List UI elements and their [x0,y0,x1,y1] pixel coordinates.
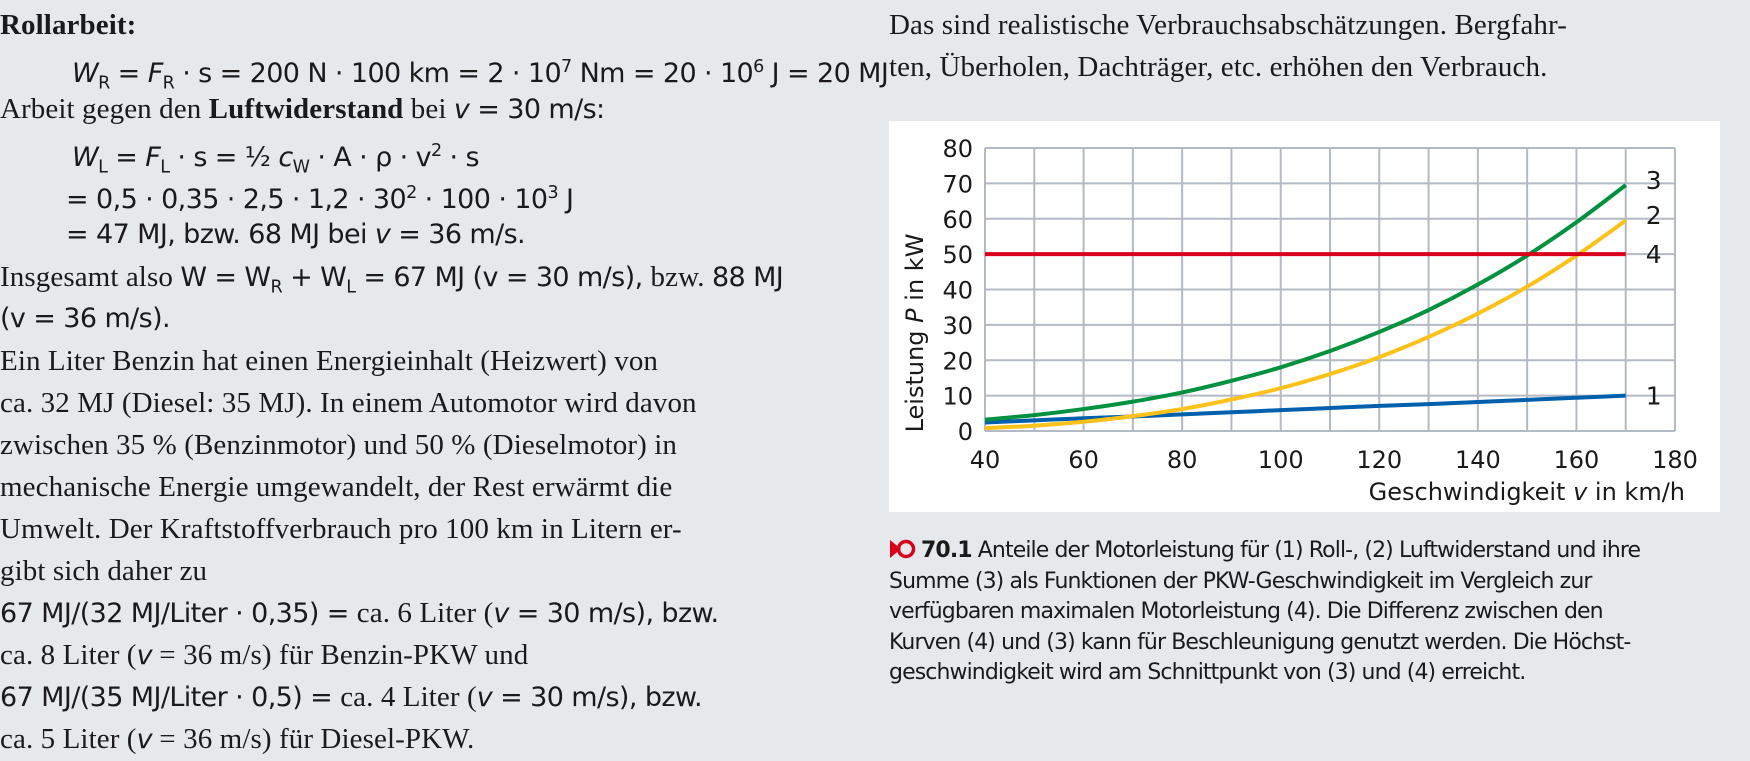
series-labels: 1 2 3 4 [1646,166,1662,411]
x-axis-ticks: 40 60 80 100 120 140 160 180 [970,446,1698,474]
x-tick-label: 180 [1652,446,1698,474]
section-heading-rollarbeit: Rollarbeit: [0,9,137,41]
series-line-1 [984,393,1626,425]
caption-line: verfügbaren maximalen Motorleistung (4).… [889,599,1604,624]
paragraph-line: ten, Überholen, Dachträger, etc. erhöhen… [889,51,1548,83]
series-label-1: 1 [1646,382,1662,411]
caption-text: Anteile der Motorleistung für (1) Roll-,… [977,538,1641,563]
paragraph-line: gibt sich daher zu [0,555,208,587]
caption-line: Kurven (4) und (3) kann für Beschleunigu… [889,629,1631,655]
chart-series [984,183,1627,431]
y-axis-ticks: 0 10 20 30 40 50 60 70 80 [942,135,973,446]
paragraph-line: zwischen 35 % (Benzinmotor) und 50 % (Di… [0,429,677,461]
paragraph-line: mechanische Energie umgewandelt, der Res… [0,471,673,503]
x-tick-label: 140 [1455,446,1501,474]
result-line-benzin-30: 67 MJ/(32 MJ/Liter · 0,35) = ca. 6 Liter… [0,597,719,629]
paragraph-line: Umwelt. Der Kraftstoffverbrauch pro 100 … [0,513,682,545]
y-tick-label: 80 [942,135,973,163]
y-tick-label: 40 [942,277,973,305]
power-chart-panel: 0 10 20 30 40 50 60 70 80 40 60 80 100 120 140 160 180 … [889,121,1720,512]
caption-line: Summe (3) als Funktionen der PKW-Geschwi… [889,568,1592,594]
air-resistance-intro: Arbeit gegen den Luftwiderstand bei v = … [0,93,605,125]
x-tick-label: 160 [1554,446,1600,474]
reference-arrow-icon[interactable] [889,538,917,560]
figure-caption: 70.1 Anteile der Motorleistung für (1) R… [889,536,1749,689]
y-tick-label: 30 [942,312,973,340]
caption-line: 70.1 Anteile der Motorleistung für (1) R… [889,536,1749,567]
x-tick-label: 60 [1068,446,1099,474]
y-tick-label: 60 [942,206,973,234]
y-axis-label: Leistung P in kW [901,234,929,433]
caption-line: geschwindigkeit wird am Schnittpunkt von… [889,660,1526,685]
paragraph-line: Das sind realistische Verbrauchsabschätz… [889,9,1567,41]
figure-number: 70.1 [921,538,973,563]
series-line-2 [984,218,1627,431]
y-tick-label: 70 [942,170,973,198]
series-label-2: 2 [1646,201,1662,230]
series-line-3 [984,183,1627,422]
result-line-diesel-30: 67 MJ/(35 MJ/Liter · 0,5) = ca. 4 Liter … [0,681,703,713]
y-tick-label: 10 [942,383,973,411]
series-label-3: 3 [1646,166,1662,195]
equation-air-work-2: = 0,5 · 0,35 · 2,5 · 1,2 · 302 · 100 · 1… [66,183,574,215]
paragraph-line: Ein Liter Benzin hat einen Energieinhalt… [0,345,659,377]
x-tick-label: 120 [1356,446,1402,474]
result-line-diesel-36: ca. 5 Liter (v = 36 m/s) für Diesel-PKW. [0,723,475,755]
y-tick-label: 0 [958,418,973,446]
total-work-line-2: (v = 36 m/s). [0,303,171,334]
equation-roll-work: WR = FR · s = 200 N · 100 km = 2 · 107 N… [72,57,889,94]
x-axis-label: Geschwindigkeit v in km/h [1369,478,1685,506]
x-tick-label: 40 [970,446,1001,474]
y-tick-label: 50 [942,241,973,269]
paragraph-line: ca. 32 MJ (Diesel: 35 MJ). In einem Auto… [0,387,697,419]
result-line-benzin-36: ca. 8 Liter (v = 36 m/s) für Benzin-PKW … [0,639,529,671]
total-work-line: Insgesamt also W = WR + WL = 67 MJ (v = … [0,261,784,298]
x-tick-label: 100 [1258,446,1304,474]
series-label-4: 4 [1646,240,1662,269]
equation-air-work-1: WL = FL · s = ½ cW · A · ρ · v2 · s [72,141,480,178]
chart-grid [984,147,1676,432]
equation-air-work-3: = 47 MJ, bzw. 68 MJ bei v = 36 m/s. [66,219,526,250]
y-tick-label: 20 [942,347,973,375]
x-tick-label: 80 [1167,446,1198,474]
